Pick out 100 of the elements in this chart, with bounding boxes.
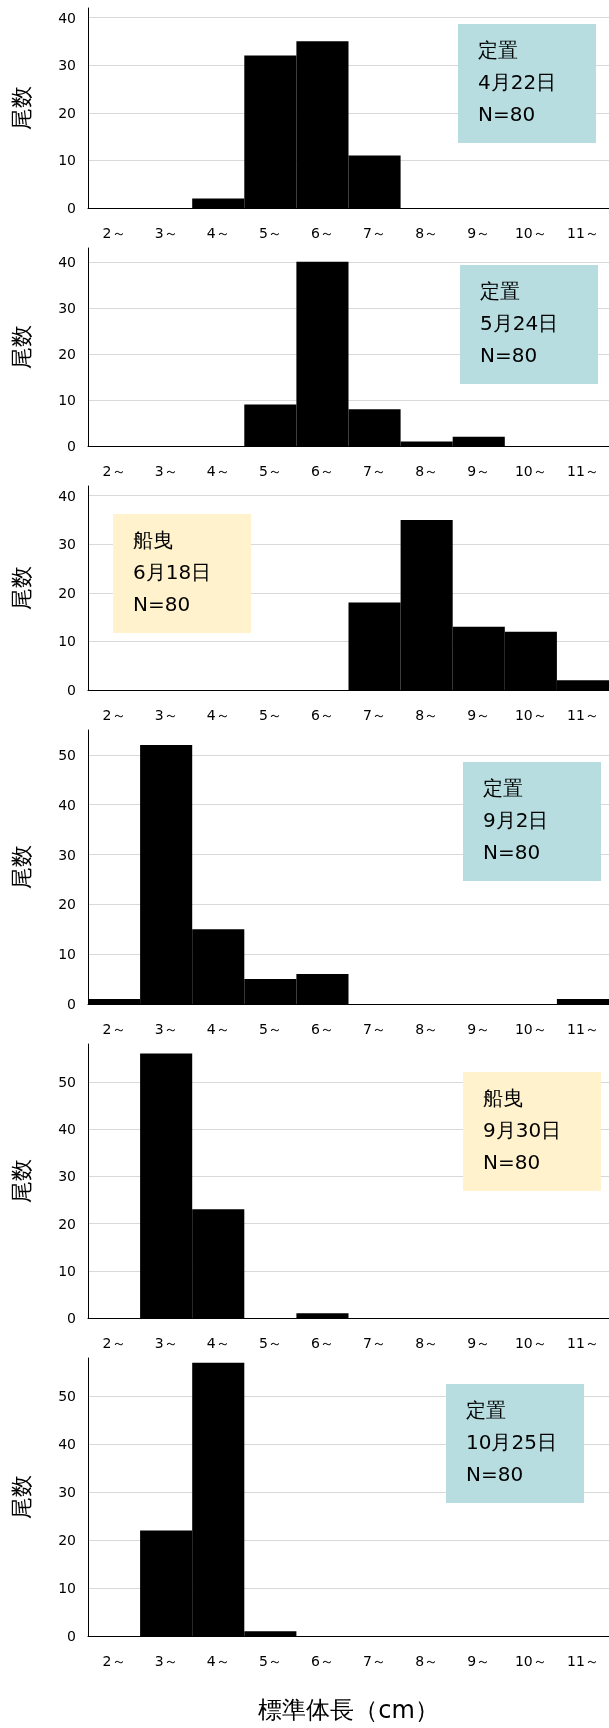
x-tick-label: 4～ (206, 463, 230, 479)
y-tick-label: 30 (58, 536, 76, 553)
y-tick-label: 50 (58, 1388, 76, 1405)
x-tick-label: 2～ (102, 463, 126, 479)
y-tick-label: 0 (67, 682, 76, 698)
x-tick-label: 7～ (363, 1653, 387, 1669)
y-axis-title: 尾数 (8, 86, 34, 130)
x-tick-label: 8～ (415, 225, 439, 241)
y-axis-title: 尾数 (8, 325, 34, 369)
y-tick-label: 30 (58, 1168, 76, 1185)
note-box: 定置 5月24日 N=80 (460, 265, 598, 384)
note-box: 定置 9月2日 N=80 (463, 762, 601, 881)
y-tick-label: 0 (67, 996, 76, 1012)
y-axis-title: 尾数 (8, 1159, 34, 1203)
x-tick-label: 5～ (258, 707, 282, 723)
y-tick-label: 10 (58, 946, 76, 963)
y-tick-label: 40 (58, 1121, 76, 1138)
x-tick-label: 11～ (567, 225, 599, 241)
y-tick-label: 10 (58, 1580, 76, 1597)
x-tick-label: 4～ (206, 1021, 230, 1037)
x-tick-label: 10～ (514, 463, 547, 479)
annotation: 定置 5月24日 N=80 (480, 279, 559, 367)
y-tick-label: 20 (58, 104, 76, 121)
x-tick-label: 5～ (258, 463, 282, 479)
annotation: 船曳 6月18日 N=80 (133, 528, 212, 616)
y-axis-title: 尾数 (8, 566, 34, 610)
x-tick-label: 8～ (415, 1653, 439, 1669)
annotation: 定置 10月25日 N=80 (466, 1398, 557, 1486)
note-box: 船曳 6月18日 N=80 (113, 514, 251, 633)
x-tick-label: 11～ (567, 1653, 599, 1669)
note-box: 船曳 9月30日 N=80 (463, 1072, 601, 1191)
y-tick-label: 10 (58, 391, 76, 408)
x-tick-label: 7～ (363, 225, 387, 241)
x-tick-label: 6～ (310, 1335, 334, 1351)
x-tick-label: 9～ (467, 225, 491, 241)
y-tick-label: 40 (58, 253, 76, 270)
x-tick-label: 10～ (514, 707, 547, 723)
y-tick-label: 20 (58, 1215, 76, 1232)
x-tick-label: 8～ (415, 463, 439, 479)
x-tick-label: 9～ (467, 1021, 491, 1037)
x-tick-label: 11～ (567, 707, 599, 723)
annotation: 定置 9月2日 N=80 (483, 776, 549, 864)
y-tick-label: 10 (58, 633, 76, 650)
y-tick-label: 0 (67, 200, 76, 216)
x-tick-label: 11～ (567, 1021, 599, 1037)
x-tick-label: 2～ (102, 1021, 126, 1037)
y-tick-label: 0 (67, 1310, 76, 1326)
x-tick-label: 5～ (258, 1653, 282, 1669)
x-tick-label: 6～ (310, 707, 334, 723)
x-tick-label: 9～ (467, 707, 491, 723)
x-tick-label: 6～ (310, 463, 334, 479)
x-axis-title: 標準体長（cm） (258, 1696, 439, 1724)
y-tick-label: 50 (58, 1073, 76, 1090)
y-tick-label: 50 (58, 746, 76, 763)
x-tick-label: 3～ (154, 707, 178, 723)
annotation: 船曳 9月30日 N=80 (483, 1086, 562, 1174)
x-tick-label: 5～ (258, 225, 282, 241)
x-tick-label: 9～ (467, 1335, 491, 1351)
x-tick-label: 10～ (514, 225, 547, 241)
x-tick-label: 9～ (467, 1653, 491, 1669)
y-tick-label: 0 (67, 1628, 76, 1644)
y-tick-label: 40 (58, 9, 76, 26)
x-tick-label: 3～ (154, 1653, 178, 1669)
x-tick-label: 5～ (258, 1021, 282, 1037)
y-tick-label: 40 (58, 487, 76, 504)
y-axis-title: 尾数 (8, 1475, 34, 1519)
x-tick-label: 6～ (310, 225, 334, 241)
y-tick-label: 40 (58, 1436, 76, 1453)
y-tick-label: 20 (58, 584, 76, 601)
x-tick-label: 3～ (154, 1335, 178, 1351)
x-tick-label: 11～ (567, 1335, 599, 1351)
y-tick-label: 0 (67, 438, 76, 454)
x-tick-label: 6～ (310, 1021, 334, 1037)
y-tick-label: 30 (58, 57, 76, 74)
y-tick-label: 20 (58, 345, 76, 362)
note-box: 定置 10月25日 N=80 (446, 1384, 584, 1503)
x-tick-label: 8～ (415, 1021, 439, 1037)
y-tick-label: 40 (58, 796, 76, 813)
x-tick-label: 3～ (154, 463, 178, 479)
x-tick-label: 10～ (514, 1335, 547, 1351)
x-tick-label: 8～ (415, 707, 439, 723)
y-tick-label: 20 (58, 896, 76, 913)
y-tick-label: 30 (58, 1484, 76, 1501)
x-tick-label: 8～ (415, 1335, 439, 1351)
y-tick-label: 10 (58, 1262, 76, 1279)
x-tick-label: 9～ (467, 463, 491, 479)
x-tick-label: 11～ (567, 463, 599, 479)
x-tick-label: 10～ (514, 1653, 547, 1669)
x-tick-label: 2～ (102, 225, 126, 241)
annotation: 定置 4月22日 N=80 (478, 38, 557, 126)
x-tick-label: 2～ (102, 707, 126, 723)
x-tick-label: 7～ (363, 463, 387, 479)
x-tick-label: 4～ (206, 707, 230, 723)
note-box: 定置 4月22日 N=80 (458, 24, 596, 143)
y-tick-label: 30 (58, 299, 76, 316)
y-tick-label: 30 (58, 846, 76, 863)
x-tick-label: 2～ (102, 1653, 126, 1669)
x-tick-label: 6～ (310, 1653, 334, 1669)
x-tick-label: 7～ (363, 1021, 387, 1037)
x-tick-label: 5～ (258, 1335, 282, 1351)
